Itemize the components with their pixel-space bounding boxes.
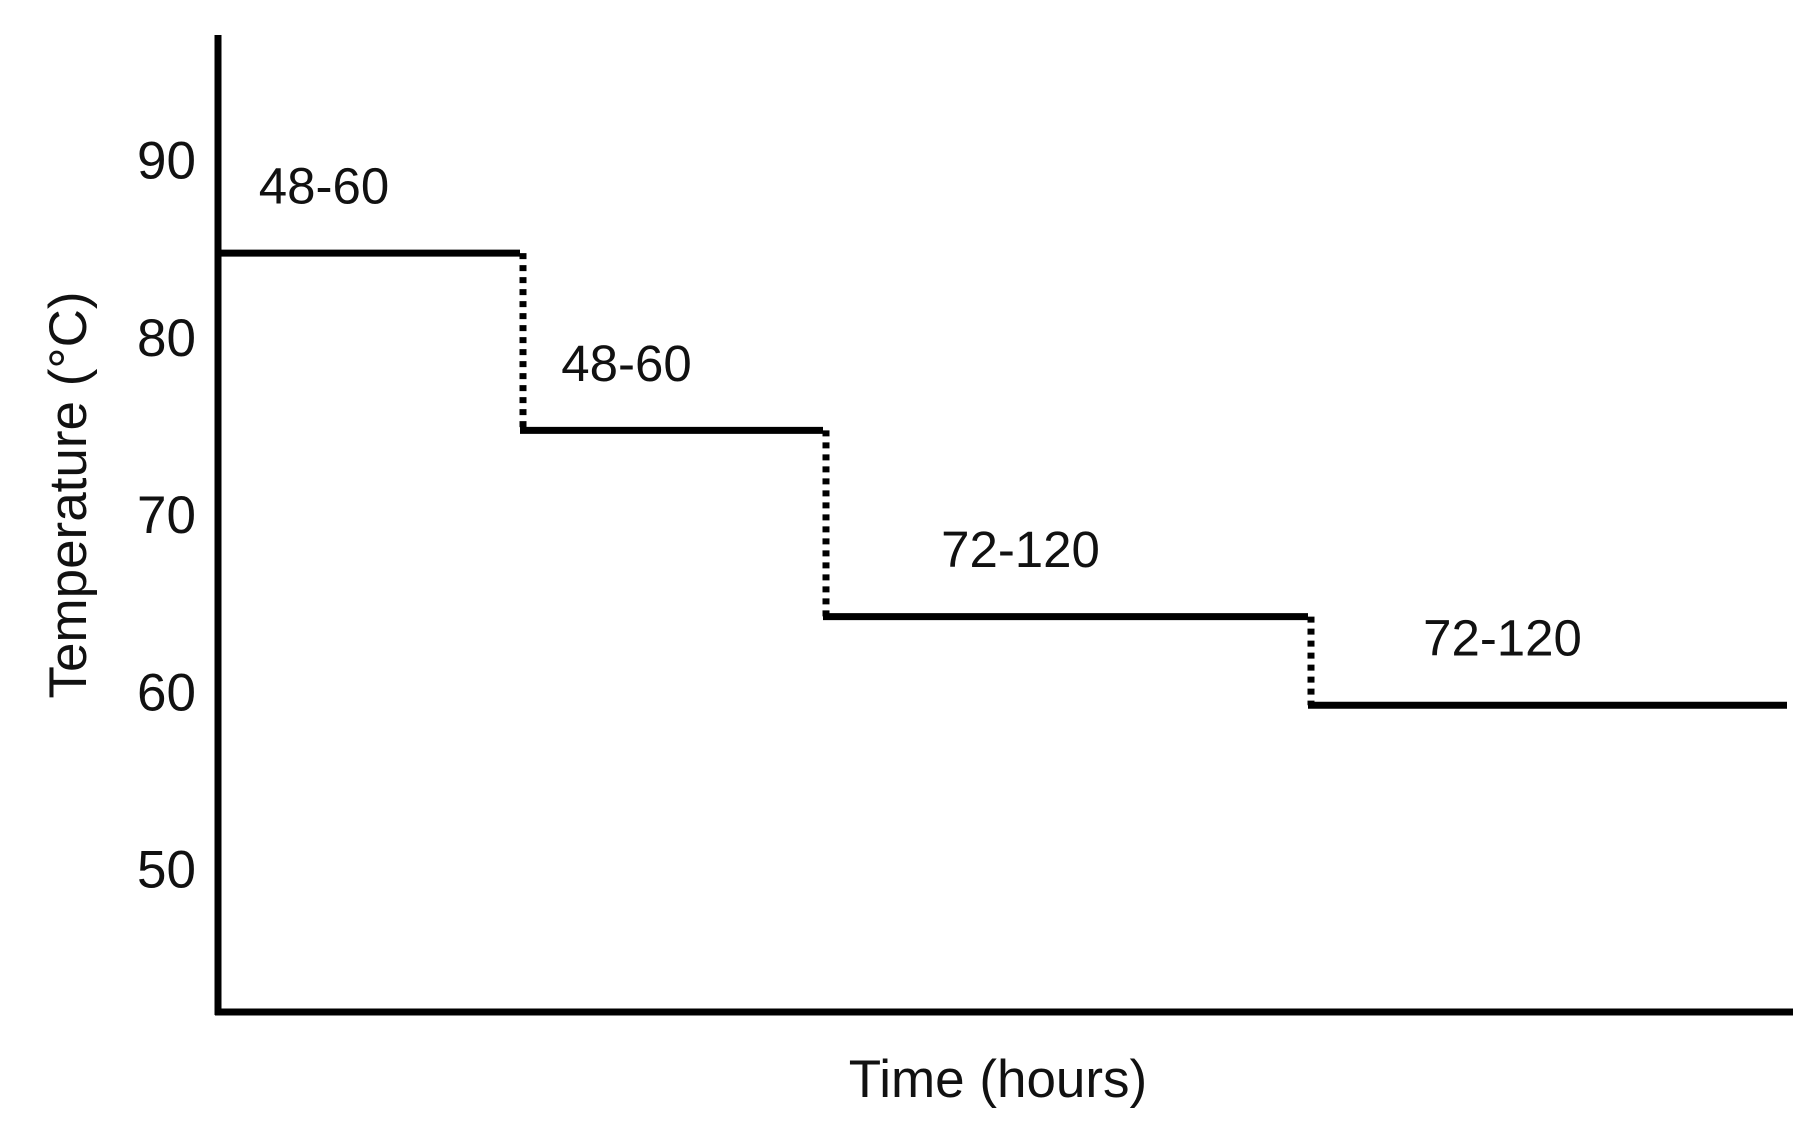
y-axis-title: Temperature (°C) [39,291,98,698]
y-tick-label: 90 [137,131,196,190]
segment-label: 72-120 [1423,610,1582,667]
segment-label: 48-60 [259,158,389,215]
y-tick-label: 60 [137,663,196,722]
y-tick-label: 50 [137,841,196,900]
x-axis-title: Time (hours) [849,1050,1147,1109]
segment-label: 48-60 [561,335,691,392]
segment-label: 72-120 [941,521,1100,578]
y-tick-label: 70 [137,486,196,545]
y-tick-label: 80 [137,309,196,368]
